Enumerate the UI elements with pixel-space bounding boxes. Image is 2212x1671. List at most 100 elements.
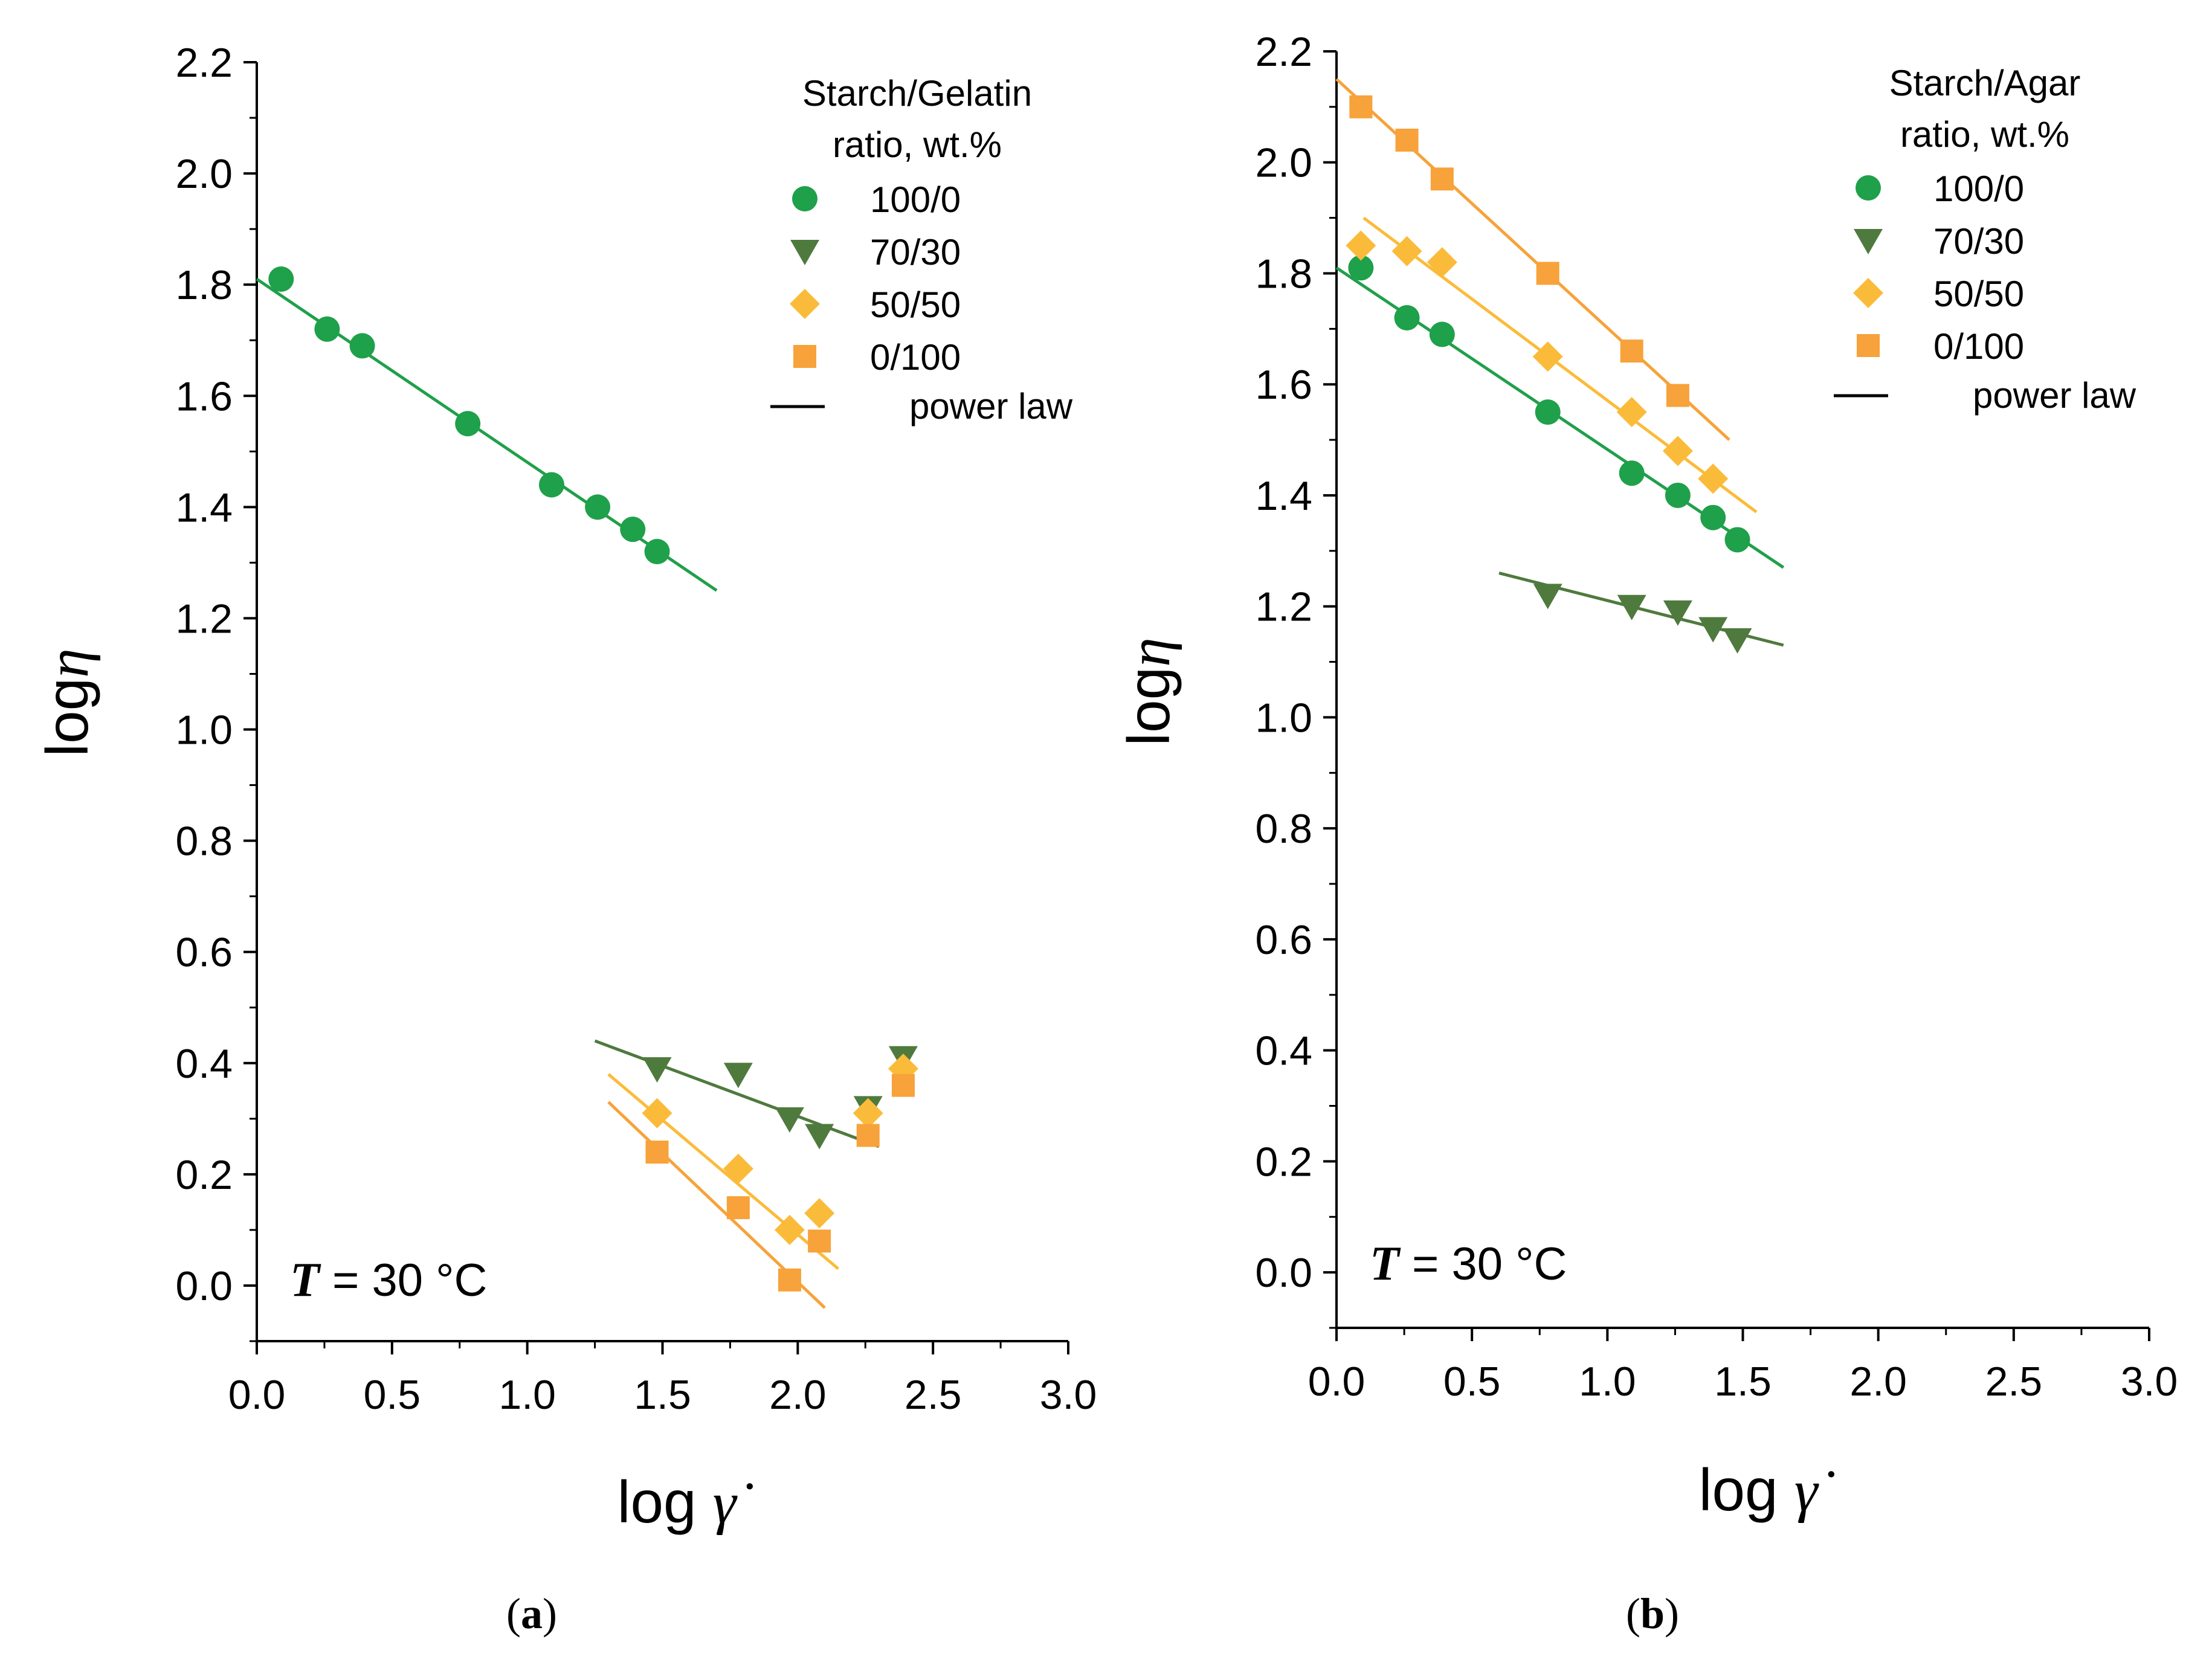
panel-a-point-50-50 [774,1214,805,1245]
panel-b-y-tick-label: 2.2 [1255,29,1312,75]
panel-b-legend-marker-0-100 [1857,334,1880,357]
panel-b-temperature-value: = 30 °C [1399,1238,1567,1290]
panel-b-fit-line-50-50 [1362,216,1758,514]
panel-b-caption-close: ) [1665,1589,1679,1638]
panel-a-x-axis-title-symbol: γ̇ [713,1470,753,1536]
panel-a-y-tick-label: 1.6 [175,373,233,419]
panel-b-x-tick-label: 0.0 [1308,1359,1366,1405]
panel-b-y-axis-title-prefix: log [1115,667,1182,746]
panel-b-point-0-100 [1349,95,1373,118]
panel-b-legend-subtitle: ratio, wt.% [1900,114,2069,155]
panel-a-x-tick-label: 1.0 [498,1372,556,1418]
panel-a-legend-fit-label: power law [909,386,1073,427]
panel-a-x-tick-label: 2.0 [769,1372,827,1418]
panel-a-y-tick-label: 1.2 [175,596,233,642]
panel-b-y-tick-label: 1.2 [1255,584,1312,630]
panel-b-y-tick-label: 0.4 [1255,1028,1312,1074]
panel-b-legend-marker-70-30 [1854,229,1883,254]
panel-b-legend-title: Starch/Agar [1889,63,2081,103]
panel-a-point-50-50 [804,1198,835,1229]
panel-b-point-70-30 [1533,584,1562,610]
panel-b-point-100-0 [1394,304,1420,330]
panel-a-legend-label-0-100: 0/100 [870,337,961,378]
panel-b-x-tick-label: 0.5 [1443,1359,1501,1405]
panel-b-point-70-30 [1617,594,1646,620]
panel-b-point-70-30 [1663,600,1692,626]
panel-b-x-tick-label: 3.0 [2121,1359,2178,1405]
panel-a-point-0-100 [808,1229,831,1253]
panel-b-point-0-100 [1536,262,1559,285]
panel-b-y-axis-title: logη [1115,637,1182,745]
panel-a-y-axis-title-symbol: η [36,648,101,678]
panel-b-point-100-0 [1619,460,1645,486]
panel-b-point-100-0 [1348,255,1374,281]
panel-b-y-axis-title-symbol: η [1117,637,1182,667]
panel-a-point-100-0 [620,517,646,543]
panel-a-y-tick-label: 0.0 [175,1263,233,1309]
panel-a-point-50-50 [853,1098,883,1128]
panel-a-point-100-0 [349,333,375,359]
panel-a-point-0-100 [726,1196,750,1220]
panel-a-y-tick-label: 2.2 [175,40,233,86]
panel-a-y-tick-label: 0.8 [175,819,233,864]
panel-a-temperature-annotation: T = 30 °C [290,1254,487,1307]
panel-a-y-tick-label: 1.8 [175,262,233,308]
panel-b-x-axis-title-prefix: log [1699,1457,1794,1523]
panel-b-point-50-50 [1346,230,1376,261]
panel-b-point-50-50 [1391,236,1422,266]
panel-a-point-100-0 [644,538,670,564]
panel-a-temperature-value: = 30 °C [320,1255,488,1306]
panel-b-x-tick-label: 2.0 [1849,1359,1907,1405]
panel-a-point-100-0 [538,472,564,498]
panel-a-point-50-50 [642,1098,672,1128]
panel-a-legend-marker-0-100 [793,345,816,368]
panel-b-y-tick-label: 1.8 [1255,251,1312,297]
panel-a-temperature-var: T [290,1254,321,1307]
panel-a-x-tick-label: 0.5 [364,1372,421,1418]
panel-a-caption-close: ) [543,1589,557,1638]
panel-a-point-0-100 [645,1141,669,1164]
panel-a-legend-subtitle: ratio, wt.% [833,124,1002,165]
panel-a-y-axis-title-prefix: log [34,678,100,757]
panel-a-legend-label-100-0: 100/0 [870,179,961,220]
panel-b-legend: Starch/Agar ratio, wt.% 100/0 70/30 50/50 0/1… [1834,63,2136,416]
panel-b-y-tick-label: 0.6 [1255,917,1312,963]
panel-b-x-axis-title: log γ̇ [1699,1457,1835,1524]
panel-b-legend-label-100-0: 100/0 [1933,169,2024,209]
panel-b-point-100-0 [1429,321,1455,347]
panel-a-legend-title: Starch/Gelatin [802,73,1032,114]
panel-b-legend-label-0-100: 0/100 [1933,326,2024,367]
panel-a-caption-letter: a [521,1589,543,1638]
panel-a-point-100-0 [268,266,294,292]
panel-a-point-100-0 [585,494,611,520]
panel-a-chart: 0.0 0.2 0.4 0.6 0.8 1.0 1.2 1.4 1.6 1.8 2.0 2.2 0.0 0… [34,40,1097,1536]
panel-b-y-tick-label: 1.6 [1255,362,1312,408]
panel-b-y-tick-label: 1.4 [1255,473,1312,519]
panel-b-point-50-50 [1427,247,1457,278]
panel-b-legend-marker-50-50 [1853,278,1883,308]
panel-b-point-70-30 [1723,628,1752,654]
panel-a-point-0-100 [891,1074,915,1097]
panel-a-x-tick-label: 2.5 [904,1372,962,1418]
panel-b-y-tick-label: 0.0 [1255,1250,1312,1296]
panel-a-x-axis-title-prefix: log [617,1469,713,1535]
panel-a-point-70-30 [775,1107,804,1133]
panel-a-x-tick-label: 0.0 [228,1372,286,1418]
panel-b-point-50-50 [1616,397,1647,428]
panel-b-caption: (b) [1626,1589,1679,1638]
panel-a-fit-line-50-50 [607,1073,840,1270]
panel-a-point-70-30 [642,1057,672,1083]
panel-b-y-tick-label: 1.0 [1255,695,1312,741]
panel-a-y-axis-title: logη [34,648,101,756]
panel-b-legend-label-50-50: 50/50 [1933,274,2024,314]
panel-b-point-0-100 [1395,128,1419,152]
panel-b-x-tick-label: 1.0 [1579,1359,1636,1405]
panel-a-x-tick-label: 3.0 [1040,1372,1097,1418]
panel-b-temperature-var: T [1370,1237,1401,1290]
panel-b-point-0-100 [1666,384,1689,407]
panel-b-chart: 0.0 0.2 0.4 0.6 0.8 1.0 1.2 1.4 1.6 1.8 2.0 2.2 0.0 0… [1115,29,2178,1524]
panel-b-point-70-30 [1698,617,1728,643]
panel-a-point-100-0 [314,316,340,342]
panel-a-point-0-100 [856,1124,880,1147]
